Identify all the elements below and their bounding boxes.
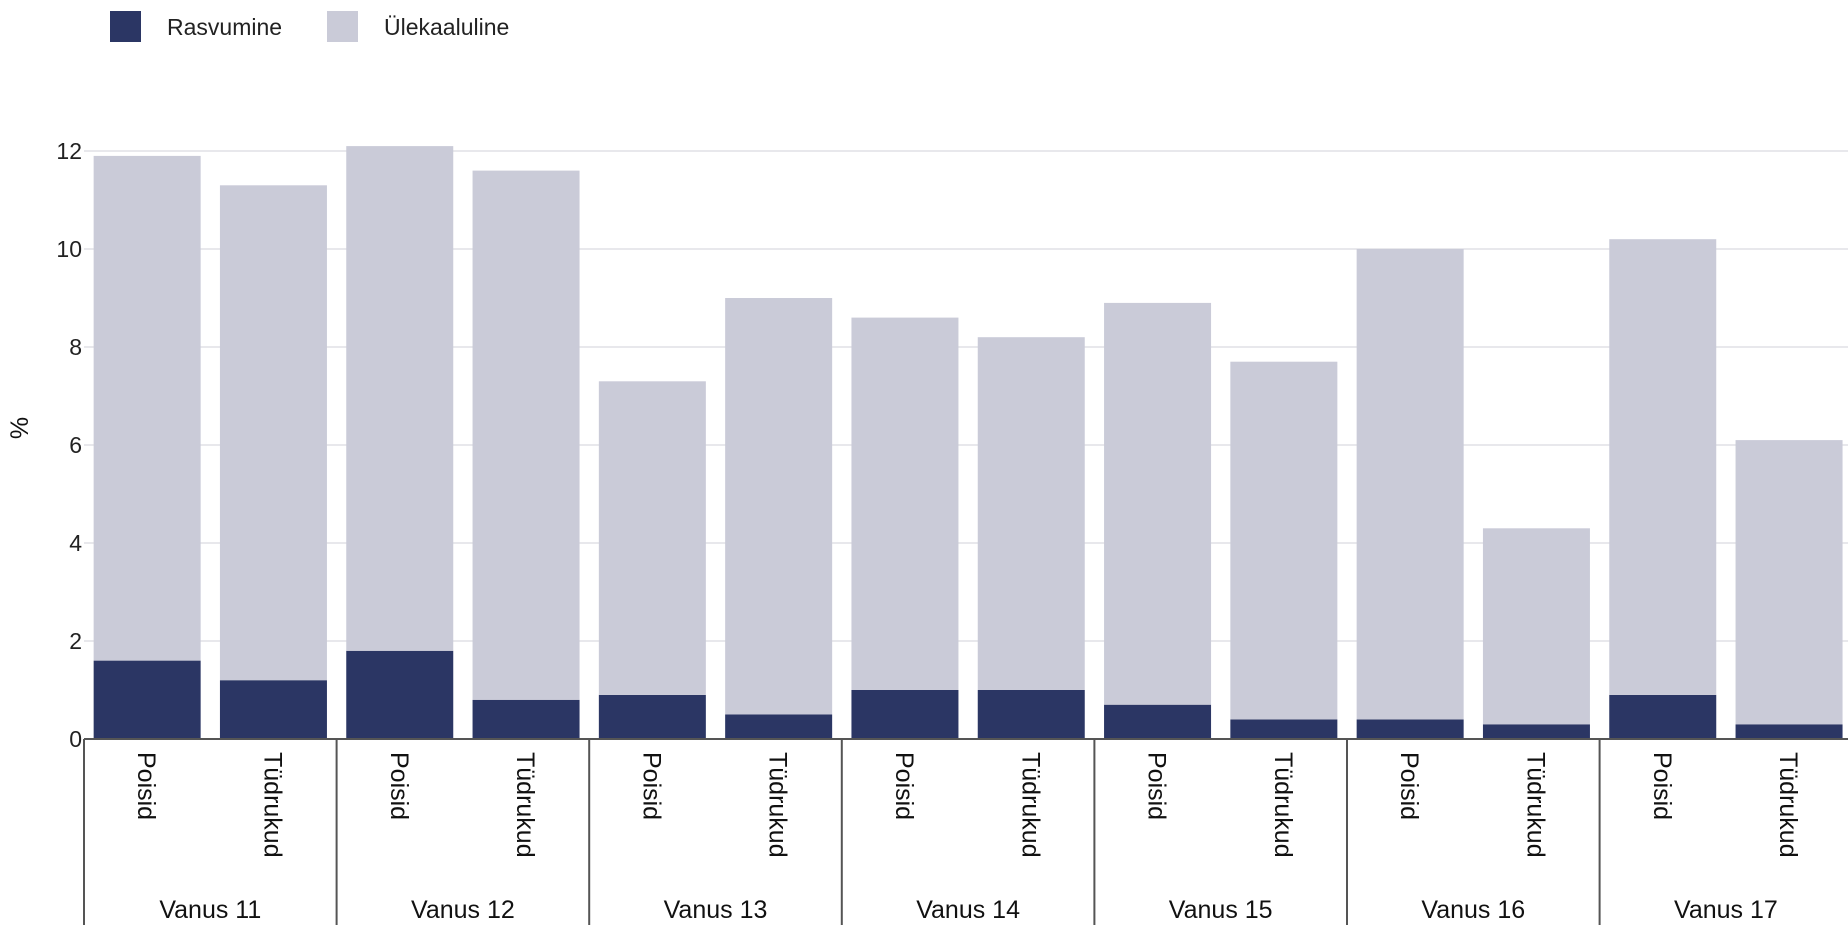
bar-ulekaaluline <box>1230 361 1338 720</box>
bar-rasvumine <box>472 699 580 739</box>
x-category-label: Tüdrukud <box>1774 752 1802 858</box>
bar-rasvumine <box>598 694 706 739</box>
x-category-label: Poisid <box>890 752 918 820</box>
bar-ulekaaluline <box>219 185 327 681</box>
x-group-label: Vanus 12 <box>411 896 515 924</box>
y-tick-label: 6 <box>69 432 82 458</box>
x-category-label: Poisid <box>132 752 160 820</box>
y-axis-ticks: 0 2 4 6 8 10 12 <box>56 138 82 752</box>
bar-rasvumine <box>1735 724 1843 739</box>
x-category-label: Tüdrukud <box>1016 752 1044 858</box>
x-category-label: Poisid <box>1143 752 1171 820</box>
y-tick-label: 2 <box>69 628 82 654</box>
bar-rasvumine <box>1230 719 1338 739</box>
x-category-label: Poisid <box>385 752 413 820</box>
x-category-label: Poisid <box>1395 752 1423 820</box>
y-tick-label: 8 <box>69 334 82 360</box>
bar-rasvumine <box>1609 694 1717 739</box>
bar-ulekaaluline <box>598 381 706 695</box>
bar-rasvumine <box>1356 719 1464 739</box>
bar-ulekaaluline <box>346 146 454 651</box>
bar-rasvumine <box>1104 704 1212 739</box>
bar-rasvumine <box>977 690 1085 739</box>
y-tick-label: 10 <box>56 236 82 262</box>
bar-rasvumine <box>346 650 454 739</box>
bars <box>93 146 1843 739</box>
x-group-label: Vanus 15 <box>1169 896 1273 924</box>
bar-ulekaaluline <box>725 298 833 715</box>
bar-ulekaaluline <box>1356 249 1464 720</box>
legend: Rasvumine Ülekaaluline <box>110 11 509 42</box>
bar-ulekaaluline <box>977 337 1085 690</box>
bar-rasvumine <box>725 714 833 739</box>
bar-ulekaaluline <box>1609 239 1717 695</box>
x-group-label: Vanus 16 <box>1421 896 1525 924</box>
x-category-label: Tüdrukud <box>764 752 792 858</box>
bar-ulekaaluline <box>1735 440 1843 725</box>
bar-rasvumine <box>219 680 327 739</box>
x-axis: Poisid Tüdrukud Vanus 11 Poisid Tüdrukud Vanu… <box>83 738 1848 925</box>
y-tick-label: 0 <box>69 726 82 752</box>
x-group-label: Vanus 13 <box>664 896 768 924</box>
legend-swatch-1 <box>110 11 141 42</box>
legend-label-2: Ülekaaluline <box>384 14 509 40</box>
y-tick-label: 4 <box>69 530 82 556</box>
legend-swatch-2 <box>327 11 358 42</box>
bar-ulekaaluline <box>93 155 201 661</box>
x-category-label: Tüdrukud <box>511 752 539 858</box>
x-group-label: Vanus 17 <box>1674 896 1778 924</box>
legend-label-1: Rasvumine <box>167 14 282 40</box>
x-category-label: Poisid <box>637 752 665 820</box>
x-category-label: Poisid <box>1648 752 1676 820</box>
x-group-label: Vanus 14 <box>916 896 1020 924</box>
bar-rasvumine <box>851 690 959 739</box>
y-axis-label: % <box>6 417 34 439</box>
x-category-label: Tüdrukud <box>1521 752 1549 858</box>
bar-ulekaaluline <box>1104 302 1212 705</box>
x-category-label: Tüdrukud <box>1269 752 1297 858</box>
y-tick-label: 12 <box>56 138 82 164</box>
bar-rasvumine <box>1482 724 1590 739</box>
bar-rasvumine <box>93 660 201 739</box>
bar-ulekaaluline <box>851 317 959 690</box>
x-group-label: Vanus 11 <box>159 896 261 924</box>
bar-ulekaaluline <box>1482 528 1590 725</box>
bar-ulekaaluline <box>472 170 580 700</box>
x-category-label: Tüdrukud <box>258 752 286 858</box>
